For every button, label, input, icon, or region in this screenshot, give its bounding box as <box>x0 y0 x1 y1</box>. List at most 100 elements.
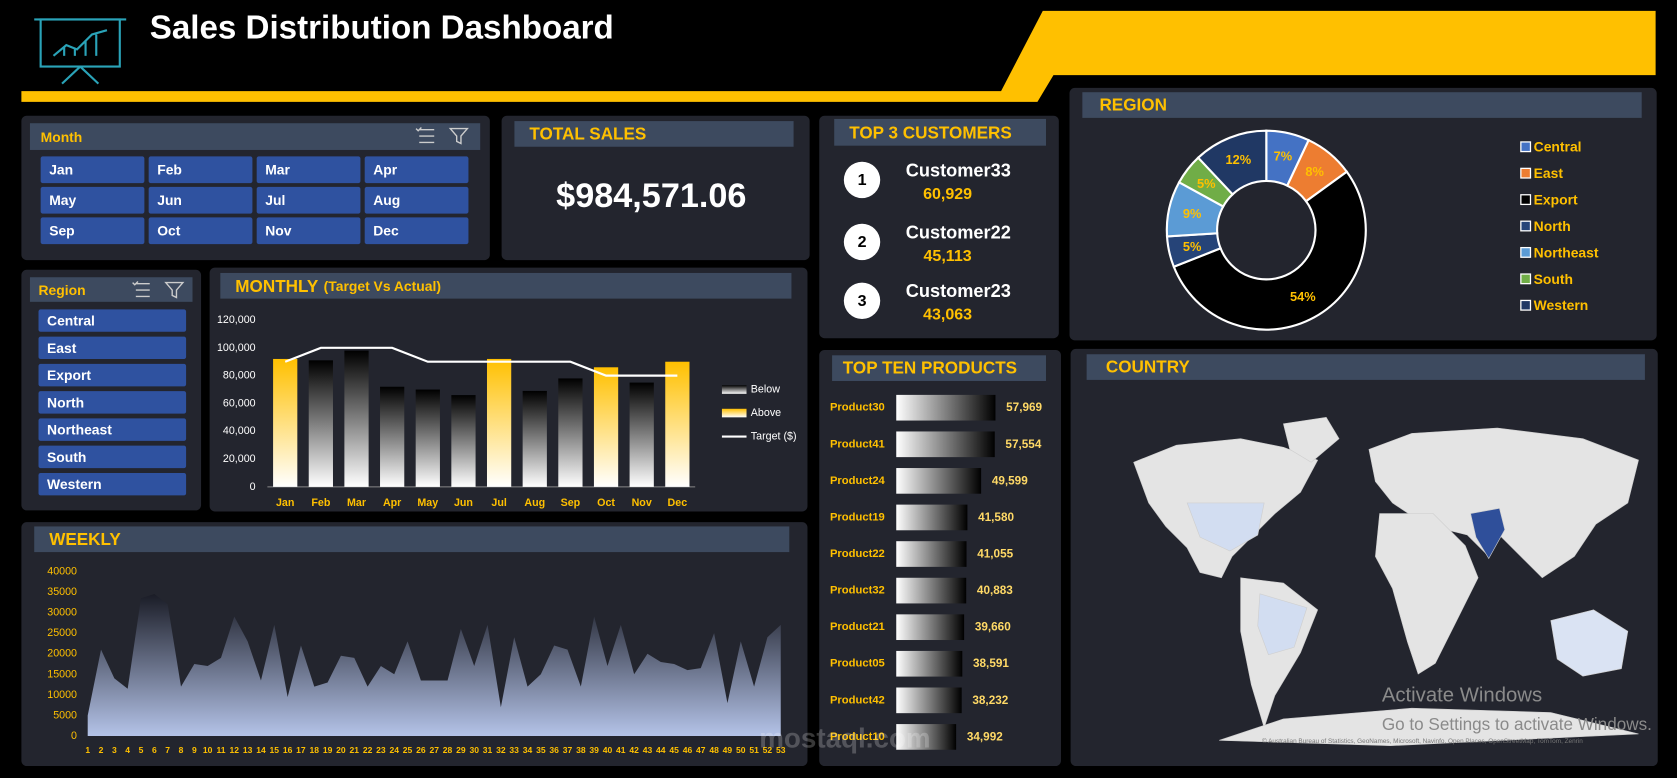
slicer-button[interactable] <box>38 336 187 360</box>
y-tick-label: Product10 <box>830 731 885 743</box>
y-tick-label: Product24 <box>830 475 886 487</box>
rank-number: 2 <box>858 233 867 251</box>
bar <box>896 504 968 531</box>
y-tick-label: 60,000 <box>223 397 256 409</box>
value-label: 41,580 <box>978 511 1014 524</box>
slicer-item: Export <box>47 367 91 383</box>
bar <box>486 358 512 487</box>
slicer-button[interactable] <box>256 186 361 214</box>
activation-notice: Activate Windows <box>1382 684 1542 706</box>
slicer-item: Nov <box>265 223 292 239</box>
bar <box>896 687 962 714</box>
bar <box>629 382 654 487</box>
slicer-button[interactable] <box>148 186 253 214</box>
slicer-button[interactable] <box>38 418 187 441</box>
slicer-button[interactable] <box>364 217 469 245</box>
bar <box>896 614 965 641</box>
rank-number: 1 <box>858 171 867 189</box>
x-tick-label: 18 <box>310 745 320 755</box>
slicer-button[interactable] <box>38 363 187 387</box>
value-label: 57,554 <box>1005 438 1041 451</box>
legend-swatch <box>1520 273 1532 285</box>
x-tick-label: Jun <box>454 497 473 509</box>
filter-icons[interactable] <box>415 127 469 145</box>
x-tick-label: 46 <box>683 745 693 755</box>
x-tick-label: 3 <box>112 745 117 755</box>
slicer-button[interactable] <box>256 156 361 184</box>
x-tick-label: 13 <box>243 745 253 755</box>
x-tick-label: 34 <box>523 745 533 755</box>
x-tick-label: 50 <box>736 745 746 755</box>
x-tick-label: 47 <box>696 745 706 755</box>
x-tick-label: 27 <box>429 745 439 755</box>
slicer-button[interactable] <box>148 217 253 245</box>
slicer-item: East <box>47 340 77 356</box>
slicer-item: Central <box>47 313 95 329</box>
panel-header <box>34 526 790 553</box>
legend-label: Below <box>751 384 780 396</box>
slicer-title: Month <box>41 129 83 145</box>
slicer-button[interactable] <box>364 186 469 214</box>
slice-label: 5% <box>1183 239 1202 254</box>
x-tick-label: 20 <box>336 745 346 755</box>
bar <box>896 468 982 494</box>
slicer-button[interactable] <box>38 445 187 469</box>
value-label: 49,599 <box>992 474 1028 487</box>
legend-swatch <box>1520 141 1532 153</box>
slicer-button[interactable] <box>364 156 469 184</box>
value-label: 41,055 <box>977 548 1013 561</box>
bar <box>558 378 583 487</box>
legend-swatch <box>1520 194 1532 206</box>
world-map <box>1133 416 1639 747</box>
slicer-item: South <box>47 449 86 465</box>
legend-label: North <box>1534 218 1571 234</box>
slicer-item: Mar <box>265 162 290 178</box>
x-tick-label: 42 <box>629 745 639 755</box>
x-tick-label: Sep <box>561 497 581 509</box>
x-tick-label: 43 <box>643 745 653 755</box>
x-tick-label: Mar <box>347 497 366 509</box>
slicer-item: Oct <box>157 223 181 239</box>
slicer-button[interactable] <box>40 186 145 214</box>
legend-label: Western <box>1534 297 1589 313</box>
value-label: 57,969 <box>1006 401 1042 414</box>
legend-swatch <box>721 408 747 418</box>
panel-header <box>29 123 481 150</box>
x-tick-label: 41 <box>616 745 626 755</box>
value-label: 34,992 <box>967 730 1003 743</box>
activation-notice: Go to Settings to activate Windows. <box>1382 715 1652 734</box>
y-tick-label: 0 <box>71 730 77 742</box>
y-tick-label: 10000 <box>47 689 77 701</box>
filter-icons[interactable] <box>132 281 185 299</box>
customer-value: 45,113 <box>924 247 972 265</box>
slice-label: 54% <box>1290 289 1316 304</box>
rank-badge <box>843 223 881 261</box>
x-tick-label: 31 <box>483 745 493 755</box>
slicer-button[interactable] <box>40 156 145 184</box>
y-tick-label: 30000 <box>47 607 77 619</box>
slicer-button[interactable] <box>38 472 187 496</box>
slicer-button[interactable] <box>38 391 187 414</box>
y-tick-label: 100,000 <box>217 342 256 354</box>
panel-title: TOP TEN PRODUCTS <box>843 359 1017 378</box>
legend-label: Central <box>1534 139 1582 155</box>
legend-label: Target ($) <box>751 431 797 443</box>
x-tick-label: 40 <box>603 745 613 755</box>
slicer-button[interactable] <box>38 309 187 332</box>
slicer-button[interactable] <box>148 156 253 184</box>
panel-header <box>834 118 1046 146</box>
bar <box>665 361 690 487</box>
bar <box>593 367 619 487</box>
slicer-button[interactable] <box>256 217 361 245</box>
rank-number: 3 <box>858 292 867 310</box>
legend-swatch <box>721 385 747 394</box>
panel-title: TOTAL SALES <box>529 124 646 143</box>
value-label: 39,660 <box>975 621 1011 634</box>
slicer-button[interactable] <box>40 217 145 245</box>
y-tick-label: 15000 <box>47 668 77 680</box>
y-tick-label: 0 <box>250 481 256 493</box>
panel-header <box>29 277 193 302</box>
slicer-item: Jul <box>265 192 285 208</box>
value-label: 38,232 <box>972 694 1008 707</box>
